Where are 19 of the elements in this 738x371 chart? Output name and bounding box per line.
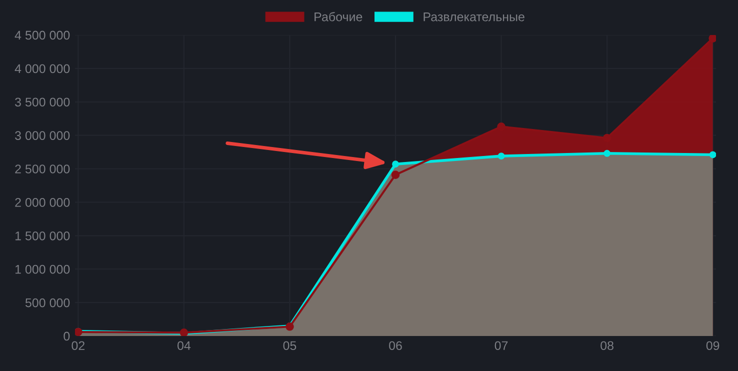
y-tick-label: 3 500 000 [15, 98, 70, 107]
y-tick-label: 4 000 000 [14, 64, 70, 74]
x-tick-label: 05 [283, 341, 296, 350]
x-tick-label: 07 [494, 341, 508, 350]
y-tick-label: 1 000 000 [15, 264, 70, 274]
y-tick-label: 500 000 [25, 298, 70, 308]
y-tick-label: 2 000 000 [15, 198, 70, 207]
y-tick-label: 1 500 000 [15, 231, 70, 240]
y-tick-label: 4 500 000 [14, 30, 70, 40]
x-tick-label: 04 [177, 341, 191, 350]
y-tick-label: 3 000 000 [15, 131, 70, 140]
y-tick-label: 2 500 000 [15, 164, 70, 174]
y-tick-label: 0 [64, 332, 70, 341]
x-tick-label: 08 [600, 341, 614, 350]
x-tick-label: 06 [389, 341, 402, 350]
legend-label: Развлекательные [424, 12, 524, 22]
legend-label: Рабочие [314, 12, 362, 22]
x-tick-label: 02 [72, 341, 84, 350]
x-tick-label: 09 [706, 341, 720, 350]
